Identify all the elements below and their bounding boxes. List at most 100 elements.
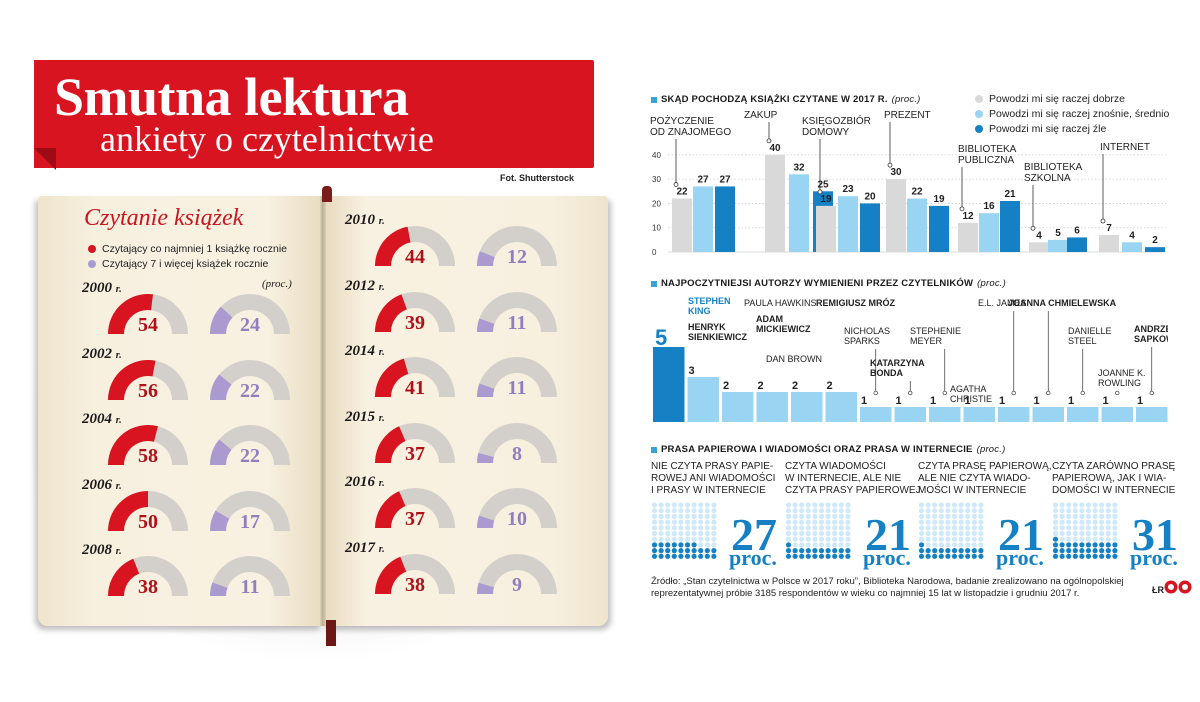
press-dot	[1112, 536, 1118, 542]
press-dot	[1059, 525, 1065, 531]
press-dot	[838, 548, 844, 554]
author-bar	[1101, 407, 1133, 422]
press-dot	[651, 508, 658, 514]
press-dot	[785, 508, 792, 514]
press-dot	[805, 525, 811, 531]
press-dot	[832, 519, 838, 525]
gauge-fill	[375, 293, 407, 332]
press-dot	[918, 548, 925, 554]
author-value: 2	[792, 380, 798, 392]
press-dot	[918, 519, 925, 525]
author-name-label: JOANNA CHMIELEWSKA	[1008, 298, 1117, 308]
press-dot	[1066, 508, 1072, 514]
year-text: 2002	[82, 345, 116, 362]
leader-dot	[942, 390, 947, 396]
press-dot	[965, 525, 971, 531]
press-dot	[832, 502, 838, 508]
book-unit: (proc.)	[262, 278, 292, 290]
leader-dot	[1080, 390, 1085, 396]
press-dot	[1059, 548, 1065, 554]
press-dot	[678, 519, 684, 525]
author-name-label: STEPHENIE MEYER	[910, 326, 961, 346]
source-bar	[1145, 247, 1165, 252]
press-dot	[978, 519, 984, 525]
press-dot	[951, 548, 958, 554]
press-dot	[1099, 548, 1105, 554]
press-dot	[938, 519, 944, 525]
gauge-track	[477, 488, 557, 528]
press-dot	[799, 536, 805, 542]
press-dot	[651, 548, 658, 554]
press-dot	[698, 530, 704, 537]
press-dot	[1052, 553, 1059, 559]
gauge-fill	[210, 582, 228, 596]
press-dot	[805, 536, 811, 542]
press-dot	[951, 513, 958, 519]
press-dot	[1072, 542, 1078, 548]
press-dot	[1105, 519, 1111, 525]
press-dot	[1099, 502, 1105, 508]
source-bar	[1099, 235, 1119, 252]
press-dot	[1059, 513, 1065, 519]
press-dot	[938, 508, 944, 514]
press-dot	[785, 513, 792, 519]
press-dot-grid	[1052, 502, 1118, 559]
press-dot	[1085, 513, 1092, 519]
leader-dot	[1100, 218, 1106, 224]
press-dot	[1105, 530, 1111, 537]
press-dot	[832, 525, 838, 531]
press-dot	[1112, 519, 1118, 525]
press-dot	[978, 525, 984, 531]
press-dot	[925, 553, 931, 559]
gauge-fill	[210, 510, 230, 531]
year-suffix: r.	[378, 412, 385, 424]
year-gauges	[375, 226, 557, 266]
bookmark-ribbon	[326, 620, 336, 646]
press-dot	[965, 513, 971, 519]
press-dot	[1066, 553, 1072, 559]
press-dot	[785, 525, 792, 531]
press-dot	[1092, 508, 1098, 514]
press-dot	[1099, 530, 1105, 537]
press-dot	[965, 536, 971, 542]
year-label: 2017 r.	[345, 540, 385, 557]
sources-legend-item: Powodzi mi się raczej źle	[975, 123, 1106, 135]
heavy-readers-value: 10	[507, 508, 527, 530]
author-name-label: KATARZYNA BONDA	[870, 358, 925, 378]
year-text: 2000	[82, 280, 116, 296]
source-bar-value: 23	[842, 184, 854, 195]
source-category-label: BIBLIOTEKA SZKOLNA	[1024, 162, 1083, 184]
book-page-left	[38, 196, 323, 626]
press-label: CZYTA PRASĘ PAPIEROWĄ, ALE NIE CZYTA WIA…	[918, 461, 1052, 496]
source-bar	[929, 205, 949, 252]
press-dot	[932, 525, 938, 531]
author-bar	[791, 392, 823, 422]
press-dot	[805, 519, 811, 525]
press-dot	[1092, 548, 1098, 554]
press-dot	[704, 519, 710, 525]
press-dot	[971, 548, 977, 554]
author-bar	[1136, 407, 1168, 422]
press-dot	[945, 553, 951, 559]
year-suffix: r.	[115, 349, 122, 361]
press-dot	[951, 536, 958, 542]
press-dot	[684, 525, 691, 531]
press-dot	[799, 519, 805, 525]
press-dot	[958, 548, 964, 554]
press-dot	[965, 548, 971, 554]
source-bar	[1000, 201, 1020, 252]
author-bar	[1032, 407, 1064, 422]
press-dot	[1092, 502, 1098, 508]
year-gauges	[108, 490, 290, 531]
press-dot	[1112, 508, 1118, 514]
book-page-right	[323, 196, 608, 626]
author-value: 5	[655, 325, 667, 350]
author-bar	[894, 407, 926, 422]
year-text: 2015	[345, 408, 379, 425]
sources-legend-label: Powodzi mi się raczej źle	[989, 123, 1107, 135]
press-dot	[792, 513, 798, 519]
press-dot	[665, 548, 671, 554]
readers-value: 54	[138, 314, 158, 336]
press-dot	[1092, 519, 1098, 525]
press-dot	[1052, 502, 1059, 508]
